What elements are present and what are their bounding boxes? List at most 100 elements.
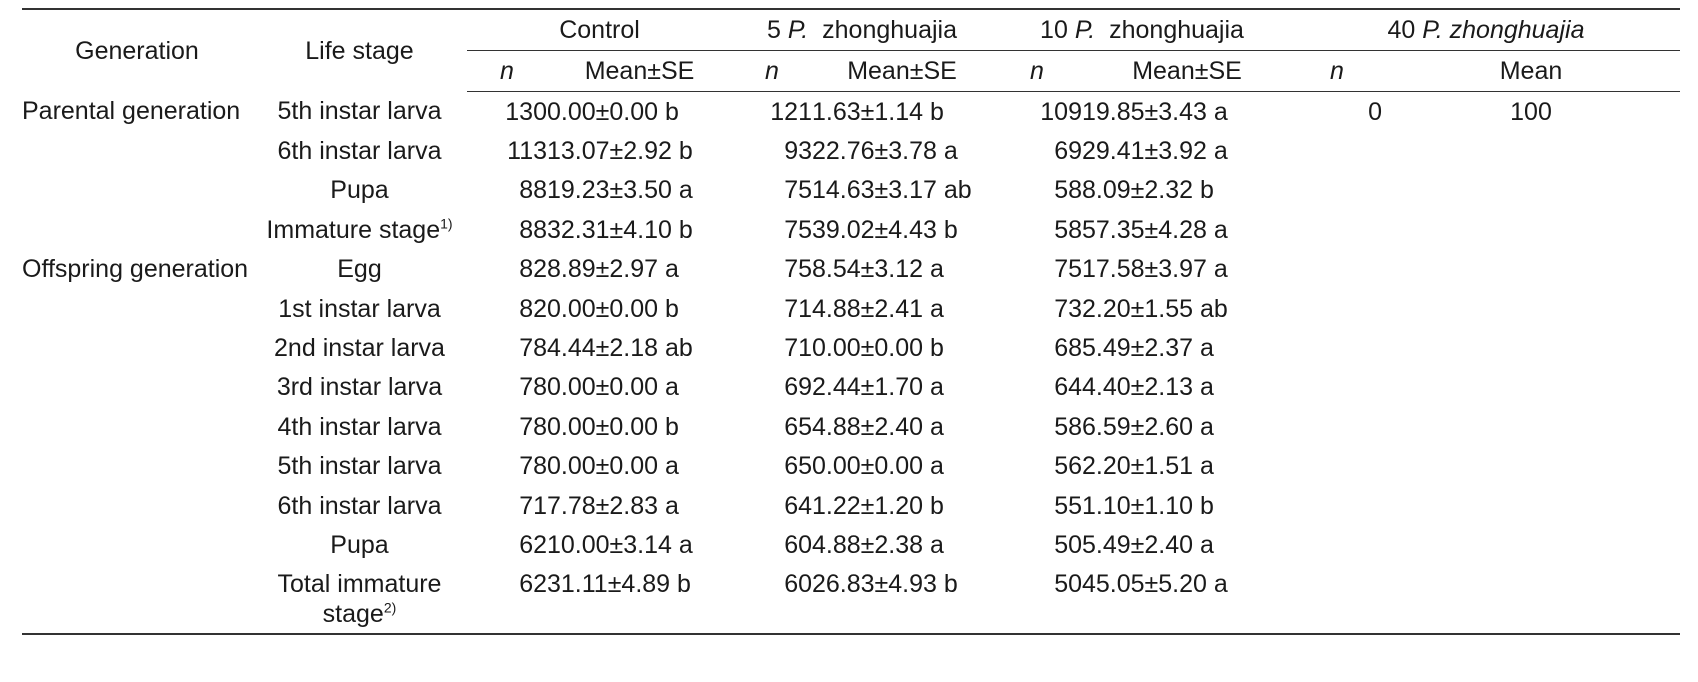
p40-n-cell [1292,525,1382,564]
header-row-1: Generation Life stage Control 5 P. zhong… [22,9,1680,65]
table-row: 2nd instar larva 78 4.44±2.18 ab 71 0.00±0.0… [22,328,1680,367]
p10-mean-cell: 57.35±4.28 a [1082,215,1228,244]
p40-n-cell [1292,447,1382,486]
control-mean-cell: 0.00±0.00 a [547,452,679,481]
p40-mean-cell [1382,368,1680,407]
p10-mean-cell: 4.40±2.13 a [1082,373,1214,402]
p40-mean-cell [1382,407,1680,446]
p10-n-cell: 50 [992,564,1082,635]
p5-n-cell: 93 [784,137,812,166]
life-stage-cell: 6th instar larva [277,491,442,520]
table-row: Immature stage1) 88 32.31±4.10 b 75 39.02±4.… [22,210,1680,249]
control-n-cell: 88 [519,215,547,244]
p40-n-cell [1292,486,1382,525]
table-row: Pupa 88 19.23±3.50 a 75 14.63±3.17 ab 58 8.09±… [22,171,1680,210]
control-mean-cell: 0.00±0.00 b [547,412,679,441]
p5-n-cell: 71 [784,334,812,363]
p5-n-cell: 65 [784,412,812,441]
control-n-cell: 78 [519,334,547,363]
header-row-2: n Mean±SE n Mean±SE n Mean±SE n Mean [22,50,1680,92]
p10-mean-cell: 2.20±1.51 a [1082,452,1214,481]
life-stage-cell: 2nd instar larva [274,334,445,363]
life-stage-cell: 1st instar larva [278,294,441,323]
table-row: 1st instar larva 82 0.00±0.00 b 71 4.88±2.41… [22,289,1680,328]
p5-n-cell: 60 [732,564,812,635]
p40-mean-cell [1382,328,1680,367]
col-header-generation: Generation [75,36,199,65]
p40-mean-cell [1382,525,1680,564]
generation-cell [22,171,252,210]
col-header-40-n: n [1292,50,1382,92]
p10-n-cell: 50 [1054,530,1082,559]
table-row: Offspring generation Egg 82 8.89±2.97 a 75 8.… [22,250,1680,289]
generation-cell [22,564,252,635]
p10-mean-cell: 45.05±5.20 a [1082,564,1292,635]
group-header-control: Control [467,9,732,51]
life-stage-cell: 5th instar larva [277,452,442,481]
group-header-5-p-zhonghuajia: 5 P. zhonghuajia [732,9,992,51]
p10-mean-cell: 5.49±2.37 a [1082,334,1214,363]
p10-mean-cell: 29.41±3.92 a [1082,137,1228,166]
control-mean-cell: 0.00±0.00 b [547,294,679,323]
p40-n-cell [1292,210,1382,249]
p10-n-cell: 68 [1054,334,1082,363]
generation-cell [22,525,252,564]
p10-mean-cell: 8.09±2.32 b [1082,176,1214,205]
p40-mean-cell [1382,171,1680,210]
p5-n-cell: 64 [784,491,812,520]
table-row: 4th instar larva 78 0.00±0.00 b 65 4.88±2.40… [22,407,1680,446]
p40-n-cell [1292,289,1382,328]
life-stage-cell: 4th instar larva [277,412,442,441]
col-header-10-n: n [992,50,1082,92]
p40-n-cell: 0 [1368,97,1382,126]
p5-mean-cell: 1.22±1.20 b [812,491,944,520]
p10-mean-cell: 5.49±2.40 a [1082,530,1214,559]
p40-mean-cell [1382,289,1680,328]
control-mean-cell: 32.31±4.10 b [547,215,693,244]
life-stage-cell: Total immature stage2) [252,564,467,635]
p40-n-cell [1292,328,1382,367]
p40-n-cell [1292,368,1382,407]
p5-mean-cell: 26.83±4.93 b [812,564,992,635]
p40-mean-cell [1382,131,1680,170]
life-stage-cell: Pupa [330,176,389,205]
control-n-cell: 82 [519,294,547,323]
p10-mean-cell: 17.58±3.97 a [1082,255,1228,284]
p10-n-cell: 58 [1054,412,1082,441]
control-mean-cell: 4.44±2.18 ab [547,334,693,363]
generation-cell [22,368,252,407]
control-n-cell: 78 [519,412,547,441]
p40-mean-cell [1382,564,1680,635]
p5-n-cell: 75 [784,215,812,244]
control-n-cell: 82 [519,255,547,284]
p10-n-cell: 64 [1054,373,1082,402]
p5-n-cell: 71 [784,294,812,323]
p5-n-cell: 60 [784,530,812,559]
p40-mean-cell [1382,486,1680,525]
control-n-cell: 88 [519,176,547,205]
life-stage-cell: Egg [337,255,382,284]
p10-n-cell: 109 [1040,97,1082,126]
control-n-cell: 78 [519,452,547,481]
p5-n-cell: 75 [784,176,812,205]
p5-mean-cell: 4.88±2.40 a [812,412,944,441]
generation-cell [22,486,252,525]
p5-mean-cell: 22.76±3.78 a [812,137,958,166]
table-row: 5th instar larva 78 0.00±0.00 a 65 0.00±0.00… [22,447,1680,486]
p10-mean-cell: 6.59±2.60 a [1082,412,1214,441]
p10-n-cell: 56 [1054,452,1082,481]
p10-n-cell: 55 [1054,491,1082,520]
control-mean-cell: 31.11±4.89 b [547,564,732,635]
table-header: Generation Life stage Control 5 P. zhong… [22,9,1680,92]
p40-n-cell [1292,131,1382,170]
p5-n-cell: 65 [784,452,812,481]
col-header-40-mean: Mean [1382,50,1680,92]
p5-mean-cell: 2.44±1.70 a [812,373,944,402]
control-n-cell: 78 [519,373,547,402]
table-row: 3rd instar larva 78 0.00±0.00 a 69 2.44±1.70… [22,368,1680,407]
col-header-control-mean-se: Mean±SE [547,50,732,92]
generation-cell: Parental generation [22,97,241,126]
generation-cell [22,447,252,486]
table-body: Parental generation 5th instar larva 130 0.… [22,92,1680,635]
mortality-table: Generation Life stage Control 5 P. zhong… [22,8,1680,635]
